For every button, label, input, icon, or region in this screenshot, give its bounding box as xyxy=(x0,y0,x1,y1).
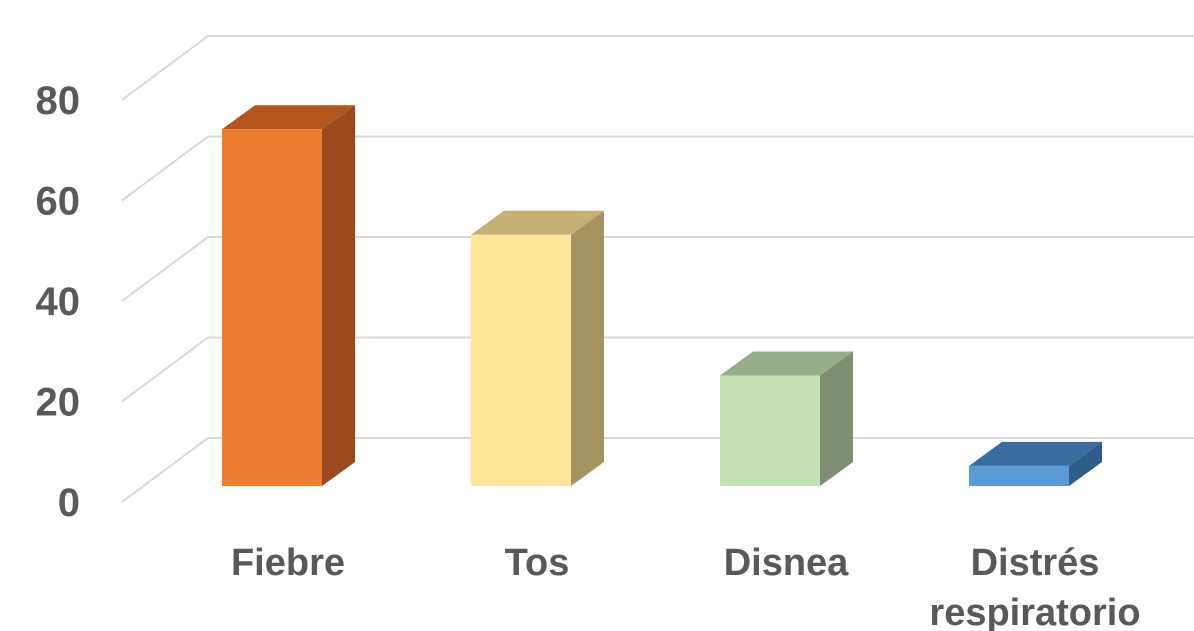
bar-2 xyxy=(720,351,853,486)
bar-top-2 xyxy=(720,351,853,376)
y-tick-label-3: 60 xyxy=(36,180,81,224)
gridline-3 xyxy=(121,135,1194,202)
bar-top-0 xyxy=(222,105,355,130)
gridline-2 xyxy=(121,236,1194,302)
gridline-1 xyxy=(121,336,1194,403)
bar-top-3 xyxy=(969,441,1102,466)
bar-side-0 xyxy=(322,105,355,486)
y-tick-label-1: 20 xyxy=(36,381,81,425)
bar-0 xyxy=(222,105,355,486)
bars xyxy=(222,105,1102,486)
y-axis-ticks: 0 20 40 60 80 xyxy=(36,79,81,525)
gridline-4 xyxy=(121,35,1194,101)
bar-side-3 xyxy=(1069,441,1102,486)
bar-side-1 xyxy=(571,210,604,486)
bar-front-3 xyxy=(969,465,1069,486)
x-tick-label-3: Distrés respiratorio xyxy=(929,542,1140,631)
x-tick-label-1: Tos xyxy=(505,542,570,584)
bar-front-1 xyxy=(471,234,571,486)
bar-front-2 xyxy=(720,375,820,486)
x-axis-labels: Fiebre Tos Disnea Distrés respiratorio xyxy=(231,542,1141,631)
bar-top-1 xyxy=(471,210,604,235)
x-tick-label-0: Fiebre xyxy=(231,542,345,584)
bar-1 xyxy=(471,210,604,486)
bar-front-0 xyxy=(222,129,322,486)
bar-side-2 xyxy=(820,351,853,486)
bar-3 xyxy=(969,441,1102,486)
y-tick-label-0: 0 xyxy=(58,481,80,525)
y-tick-label-4: 80 xyxy=(36,79,81,123)
y-tick-label-2: 40 xyxy=(36,280,81,324)
gridline-0 xyxy=(121,437,1194,503)
x-tick-label-2: Disnea xyxy=(724,542,849,584)
gridlines xyxy=(121,35,1194,503)
